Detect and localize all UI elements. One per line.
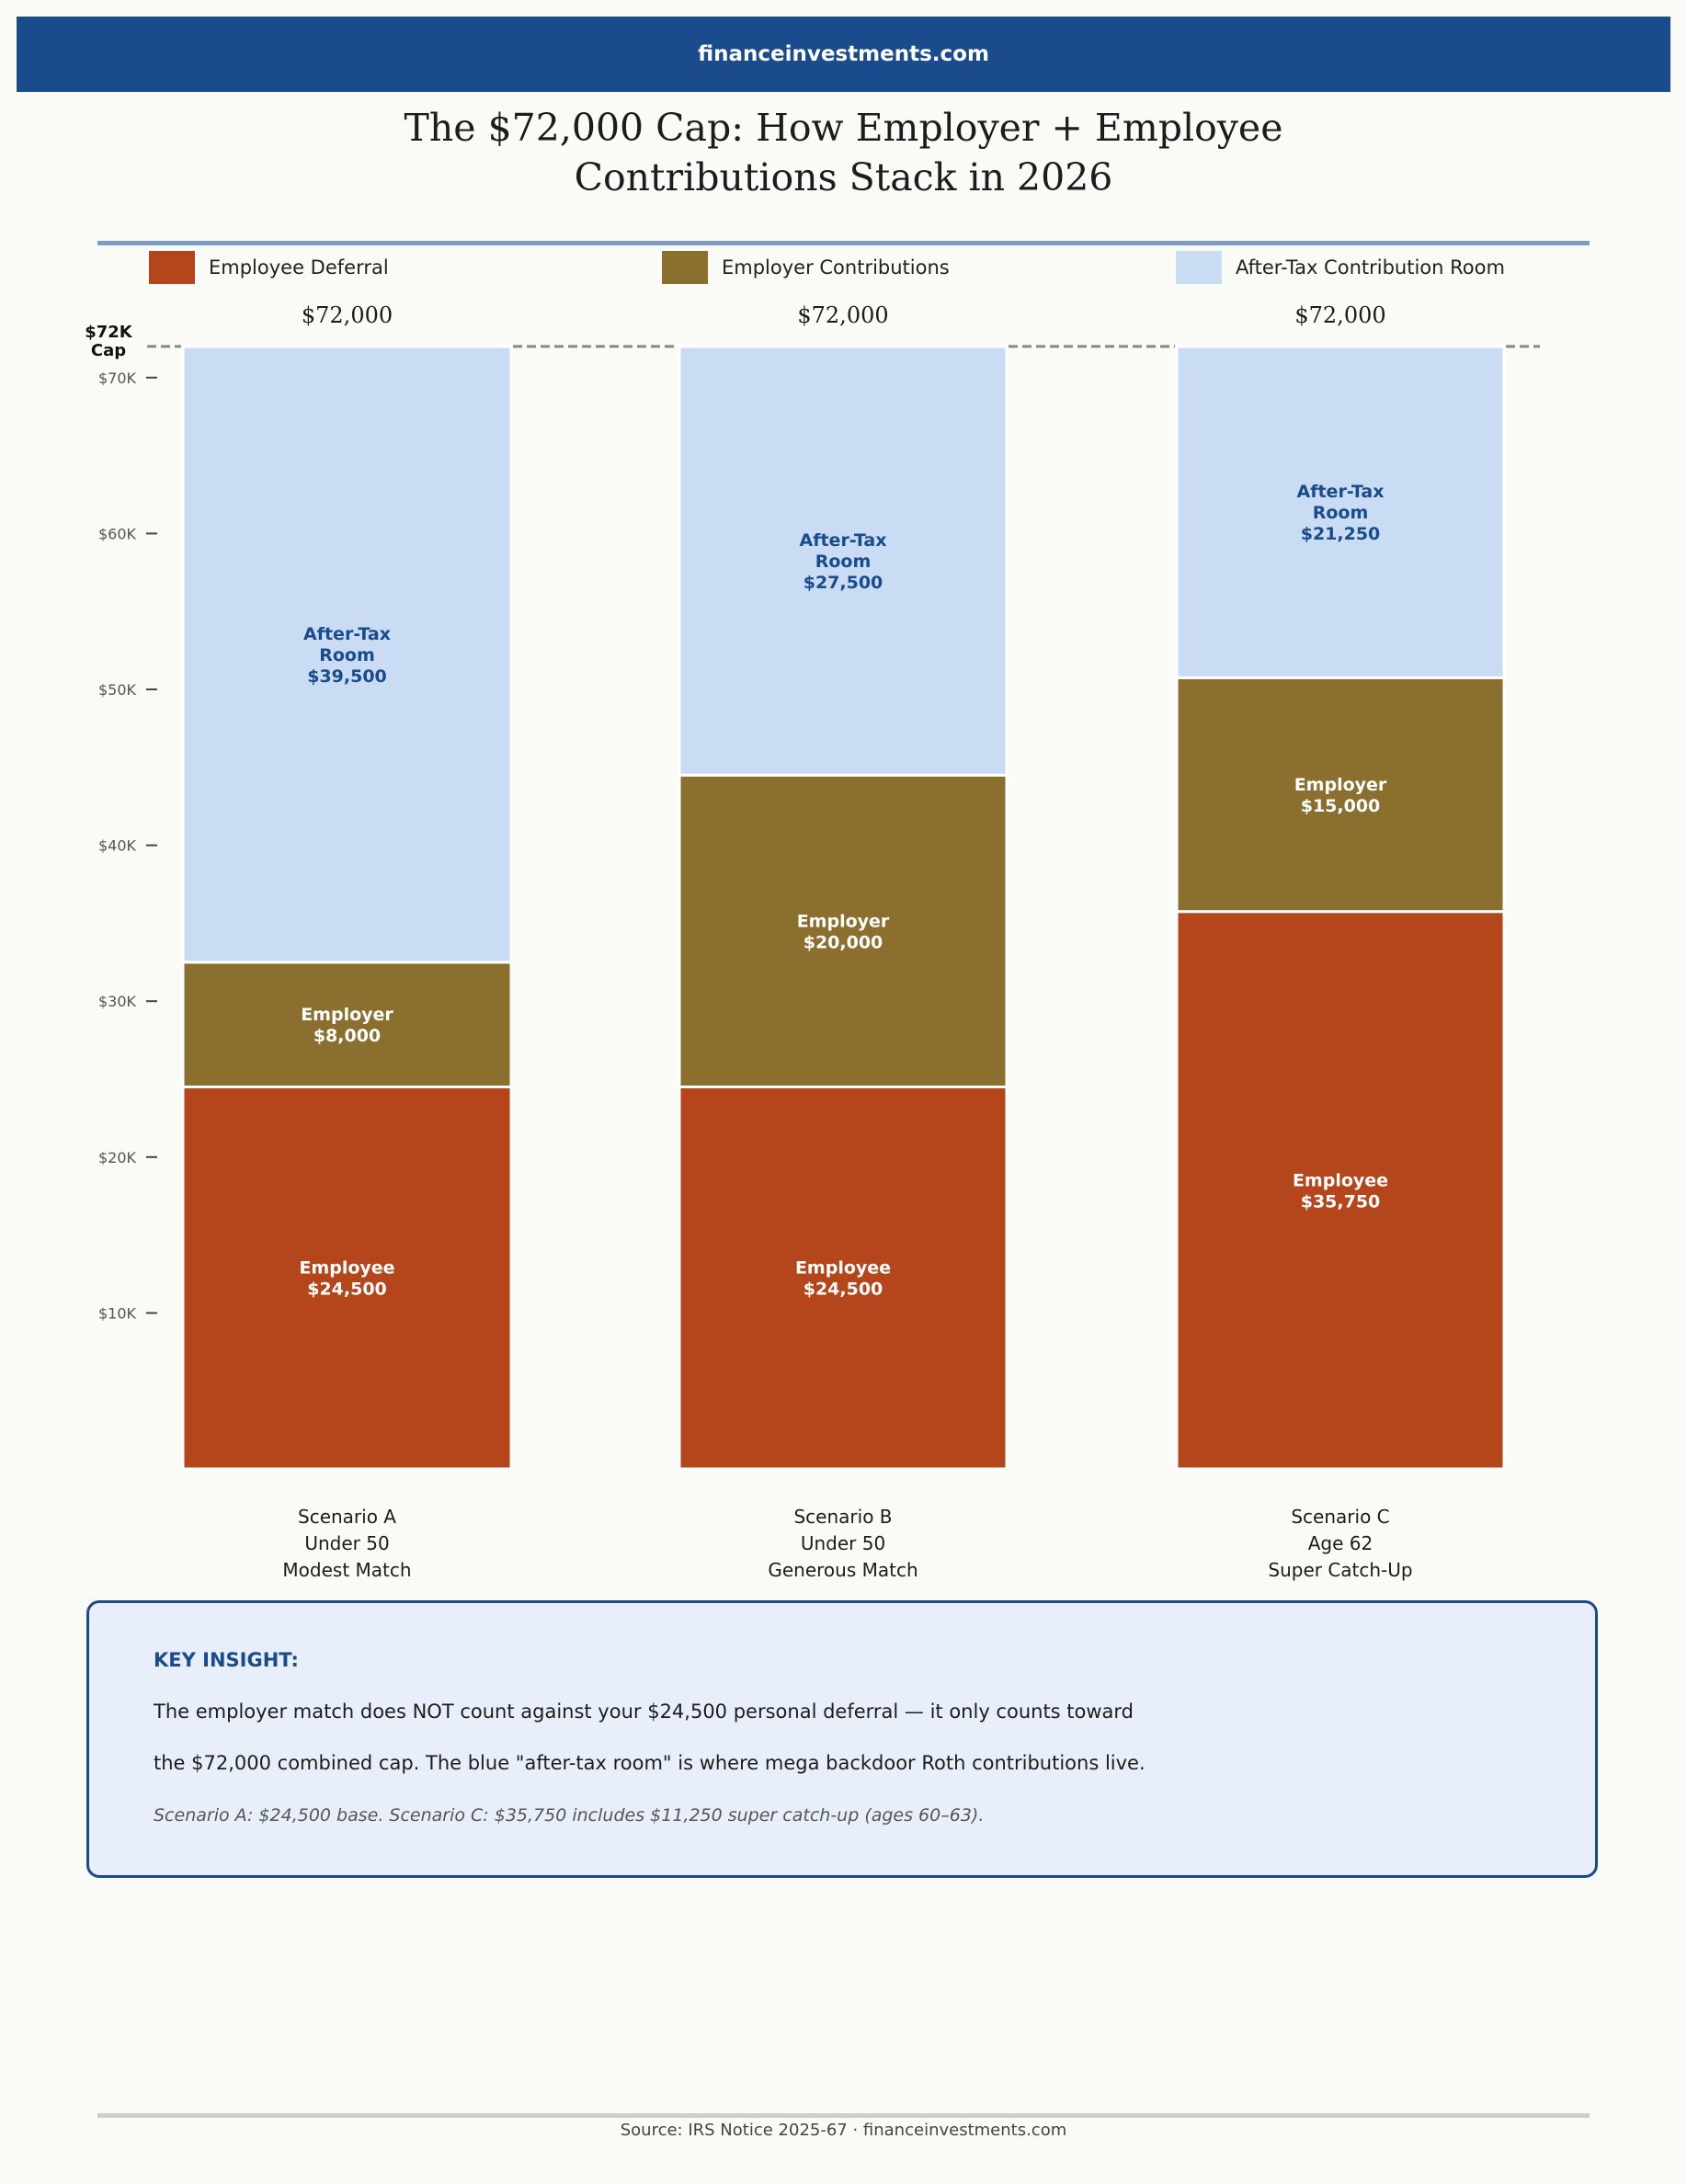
- segment-value-label: $24,500: [804, 1280, 883, 1300]
- bar-segment: [678, 1085, 1009, 1471]
- category-label: Under 50: [801, 1532, 885, 1554]
- category-label: Under 50: [304, 1532, 389, 1554]
- insight-heading: KEY INSIGHT:: [154, 1649, 299, 1671]
- segment-label: After-Tax: [303, 624, 391, 644]
- legend-label: Employee Deferral: [209, 256, 389, 279]
- title-line-2: Contributions Stack in 2026: [574, 155, 1113, 199]
- y-tick-label: $10K: [98, 1304, 137, 1322]
- insight-note: Scenario A: $24,500 base. Scenario C: $3…: [154, 1805, 985, 1826]
- source-note: Source: IRS Notice 2025-67 · financeinve…: [620, 2121, 1067, 2140]
- category-label: Generous Match: [768, 1559, 918, 1581]
- legend-swatch-employer: [662, 251, 708, 284]
- segment-label: After-Tax: [1297, 482, 1385, 502]
- legend-label: After-Tax Contribution Room: [1236, 256, 1505, 279]
- key-insight-box: KEY INSIGHT: The employer match does NOT…: [86, 1600, 1598, 1878]
- segment-label: Employer: [797, 911, 890, 931]
- category-label: Age 62: [1308, 1532, 1374, 1554]
- insight-line-1: The employer match does NOT count agains…: [154, 1701, 1134, 1723]
- footer-divider: [97, 2113, 1590, 2118]
- bar-segment: [678, 345, 1009, 777]
- segment-value-label: $15,000: [1301, 796, 1381, 816]
- segment-label: Employee: [299, 1258, 394, 1279]
- category-label: Scenario B: [793, 1506, 892, 1528]
- segment-label: Employer: [301, 1005, 393, 1025]
- category-label: Scenario C: [1291, 1506, 1389, 1528]
- bar-segment: [181, 961, 513, 1088]
- legend-after-tax: After-Tax Contribution Room: [1176, 251, 1505, 284]
- segment-label: Employer: [1294, 775, 1387, 795]
- legend-label: Employer Contributions: [722, 256, 950, 279]
- site-header: financeinvestments.com: [17, 17, 1670, 92]
- y-tick-label: $70K: [98, 370, 137, 387]
- segment-label: Room: [319, 645, 375, 665]
- y-tick-label: $50K: [98, 681, 137, 699]
- bar-segment: [1175, 345, 1506, 679]
- bar-segment: [181, 1085, 513, 1471]
- segment-value-label: $21,250: [1301, 524, 1381, 544]
- y-tick-label: $30K: [98, 993, 137, 1010]
- bar-total-label: $72,000: [1294, 302, 1385, 328]
- segment-label: Employee: [795, 1258, 891, 1279]
- cap-label: Cap: [91, 341, 126, 360]
- insight-line-2: the $72,000 combined cap. The blue "afte…: [154, 1752, 1146, 1774]
- site-name: financeinvestments.com: [698, 42, 989, 66]
- segment-label: Room: [1313, 503, 1369, 523]
- cap-label: $72K: [85, 323, 133, 342]
- segment-value-label: $20,000: [804, 932, 883, 952]
- category-label: Modest Match: [282, 1559, 411, 1581]
- segment-value-label: $27,500: [804, 573, 883, 593]
- title-divider: [97, 241, 1590, 245]
- segment-label: Room: [815, 552, 872, 572]
- chart-title: The $72,000 Cap: How Employer + Employee…: [0, 103, 1687, 202]
- segment-value-label: $35,750: [1301, 1191, 1381, 1211]
- title-line-1: The $72,000 Cap: How Employer + Employee: [404, 106, 1283, 150]
- bar-total-label: $72,000: [302, 302, 393, 328]
- legend-swatch-after-tax: [1176, 251, 1222, 284]
- bar-segment: [181, 345, 513, 964]
- segment-value-label: $39,500: [307, 666, 387, 687]
- bar-total-label: $72,000: [797, 302, 888, 328]
- legend-employee: Employee Deferral: [149, 251, 389, 284]
- y-tick-label: $20K: [98, 1149, 137, 1166]
- legend-employer: Employer Contributions: [662, 251, 950, 284]
- segment-label: After-Tax: [800, 530, 887, 551]
- bar-segment: [678, 773, 1009, 1088]
- segment-value-label: $8,000: [313, 1026, 381, 1046]
- y-tick-label: $60K: [98, 525, 137, 542]
- y-tick-label: $40K: [98, 837, 137, 855]
- legend-swatch-employee: [149, 251, 195, 284]
- segment-label: Employee: [1293, 1170, 1388, 1190]
- category-label: Super Catch-Up: [1268, 1559, 1412, 1581]
- category-label: Scenario A: [298, 1506, 396, 1528]
- segment-value-label: $24,500: [307, 1280, 387, 1300]
